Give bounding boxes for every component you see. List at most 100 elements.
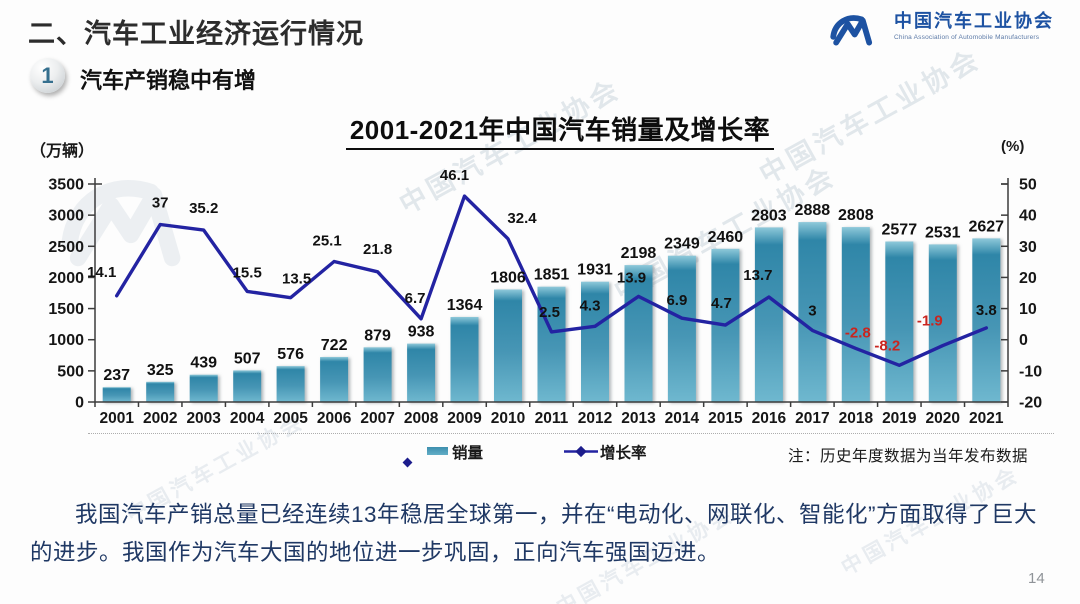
svg-text:4.3: 4.3 — [580, 297, 601, 314]
chart-title-wrap: 2001-2021年中国汽车销量及增长率 — [60, 110, 1060, 150]
chart-bottom-separator — [88, 433, 1054, 434]
bar-2007 — [363, 347, 392, 402]
svg-text:20: 20 — [1019, 270, 1037, 287]
svg-text:2577: 2577 — [882, 221, 918, 238]
svg-text:879: 879 — [364, 327, 391, 344]
svg-text:2016: 2016 — [752, 410, 787, 427]
svg-text:2808: 2808 — [838, 207, 874, 224]
growth-rate-legend-label: 增长率 — [600, 445, 647, 462]
svg-text:439: 439 — [190, 355, 217, 372]
bar-2012 — [581, 281, 609, 402]
left-axis-unit-label: （万辆） — [30, 143, 95, 160]
bar-2015 — [711, 248, 740, 402]
svg-text:10: 10 — [1019, 301, 1037, 318]
caam-logo-icon — [830, 15, 873, 46]
svg-text:2019: 2019 — [882, 410, 917, 427]
svg-text:-1.9: -1.9 — [917, 313, 943, 330]
svg-text:2627: 2627 — [968, 218, 1004, 235]
svg-text:507: 507 — [234, 350, 261, 367]
bar-2016 — [754, 227, 783, 402]
bar-2010 — [494, 289, 522, 402]
svg-text:2014: 2014 — [665, 410, 700, 427]
bar-2002 — [146, 381, 175, 402]
sales-legend-swatch — [427, 447, 448, 455]
svg-text:2003: 2003 — [186, 410, 221, 427]
svg-text:2006: 2006 — [317, 410, 352, 427]
line-series — [114, 194, 988, 367]
bar-2021 — [972, 238, 1001, 402]
svg-text:25.1: 25.1 — [312, 233, 341, 250]
slide-subtitle: 汽车产销稳中有增 — [80, 68, 257, 93]
svg-text:2015: 2015 — [708, 410, 743, 427]
bar-2019 — [885, 241, 914, 402]
svg-text:1000: 1000 — [48, 332, 84, 349]
growth-rate-legend-marker — [564, 445, 598, 458]
svg-text:-20: -20 — [1019, 395, 1042, 412]
bar-2009 — [450, 317, 479, 402]
svg-text:4.7: 4.7 — [711, 295, 732, 312]
svg-text:-2.8: -2.8 — [845, 324, 871, 341]
watermark-text: 中国汽车工业协会 — [609, 160, 841, 307]
stray-diamond-marker — [402, 457, 413, 468]
svg-text:938: 938 — [408, 324, 435, 341]
svg-text:0: 0 — [75, 395, 84, 412]
section-number-badge: 1 — [30, 58, 65, 93]
svg-text:2007: 2007 — [360, 410, 394, 427]
svg-text:2531: 2531 — [925, 224, 961, 241]
bar-2005 — [276, 366, 305, 402]
logo-subtitle: China Association of Automobile Manufact… — [894, 33, 1040, 41]
bars-series — [102, 222, 1001, 402]
svg-text:40: 40 — [1019, 208, 1037, 225]
page-number: 14 — [1028, 570, 1045, 587]
svg-text:2021: 2021 — [969, 410, 1004, 427]
svg-text:13.7: 13.7 — [743, 267, 772, 284]
svg-text:-10: -10 — [1019, 363, 1042, 380]
svg-text:15.5: 15.5 — [233, 264, 262, 281]
bar-2017 — [798, 222, 827, 402]
chart-title: 2001-2021年中国汽车销量及增长率 — [345, 110, 775, 150]
svg-text:6.7: 6.7 — [405, 290, 426, 307]
bar-2018 — [841, 227, 870, 402]
svg-text:1851: 1851 — [534, 267, 570, 284]
svg-text:21.8: 21.8 — [363, 241, 392, 258]
chart-note: 注：历史年度数据为当年发布数据 — [788, 448, 1029, 465]
svg-text:2010: 2010 — [491, 410, 525, 427]
bar-2011 — [537, 286, 566, 402]
svg-text:2017: 2017 — [795, 410, 829, 427]
svg-text:-8.2: -8.2 — [874, 337, 900, 354]
bar-2001 — [102, 387, 131, 402]
sales-legend-label: 销量 — [452, 445, 484, 462]
svg-text:2012: 2012 — [578, 410, 612, 427]
watermark-logo-icon — [61, 180, 181, 267]
svg-text:50: 50 — [1019, 177, 1037, 194]
svg-text:2011: 2011 — [535, 410, 569, 427]
section-title: 二、汽车工业经济运行情况 — [28, 19, 364, 49]
svg-text:2001: 2001 — [99, 410, 134, 427]
svg-text:2008: 2008 — [404, 410, 439, 427]
summary-paragraph: 我国汽车产销总量已经连续13年稳居全球第一，并在“电动化、网联化、智能化”方面取… — [30, 502, 1038, 565]
svg-text:0: 0 — [1019, 332, 1028, 349]
bar-2008 — [407, 343, 436, 402]
svg-text:30: 30 — [1019, 239, 1037, 256]
bar-2020 — [928, 244, 957, 402]
svg-text:2.5: 2.5 — [539, 304, 560, 321]
svg-text:500: 500 — [57, 363, 84, 380]
bar-2006 — [320, 357, 349, 402]
svg-text:3.8: 3.8 — [976, 302, 997, 319]
svg-text:722: 722 — [321, 337, 348, 354]
svg-text:13.5: 13.5 — [282, 271, 311, 288]
svg-text:2013: 2013 — [621, 410, 656, 427]
svg-text:2002: 2002 — [143, 410, 177, 427]
bar-2003 — [189, 374, 218, 402]
bar-2004 — [233, 370, 262, 402]
logo-name: 中国汽车工业协会 — [894, 11, 1054, 31]
svg-text:6.9: 6.9 — [666, 292, 687, 309]
svg-text:1364: 1364 — [447, 297, 483, 314]
svg-text:237: 237 — [103, 367, 130, 384]
svg-text:576: 576 — [277, 346, 304, 363]
svg-text:2009: 2009 — [447, 410, 482, 427]
svg-text:325: 325 — [147, 362, 174, 379]
svg-text:32.4: 32.4 — [507, 210, 537, 227]
